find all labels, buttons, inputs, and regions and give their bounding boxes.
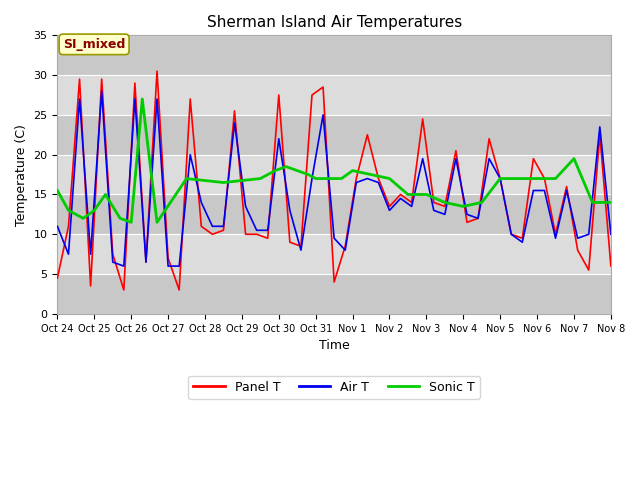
Bar bbox=[58, 194, 611, 234]
X-axis label: Time: Time bbox=[319, 339, 349, 352]
Bar bbox=[58, 115, 611, 155]
Text: SI_mixed: SI_mixed bbox=[63, 38, 125, 51]
Y-axis label: Temperature (C): Temperature (C) bbox=[15, 124, 28, 226]
Bar bbox=[58, 274, 611, 314]
Legend: Panel T, Air T, Sonic T: Panel T, Air T, Sonic T bbox=[188, 376, 480, 399]
Title: Sherman Island Air Temperatures: Sherman Island Air Temperatures bbox=[207, 15, 462, 30]
Bar bbox=[58, 36, 611, 75]
